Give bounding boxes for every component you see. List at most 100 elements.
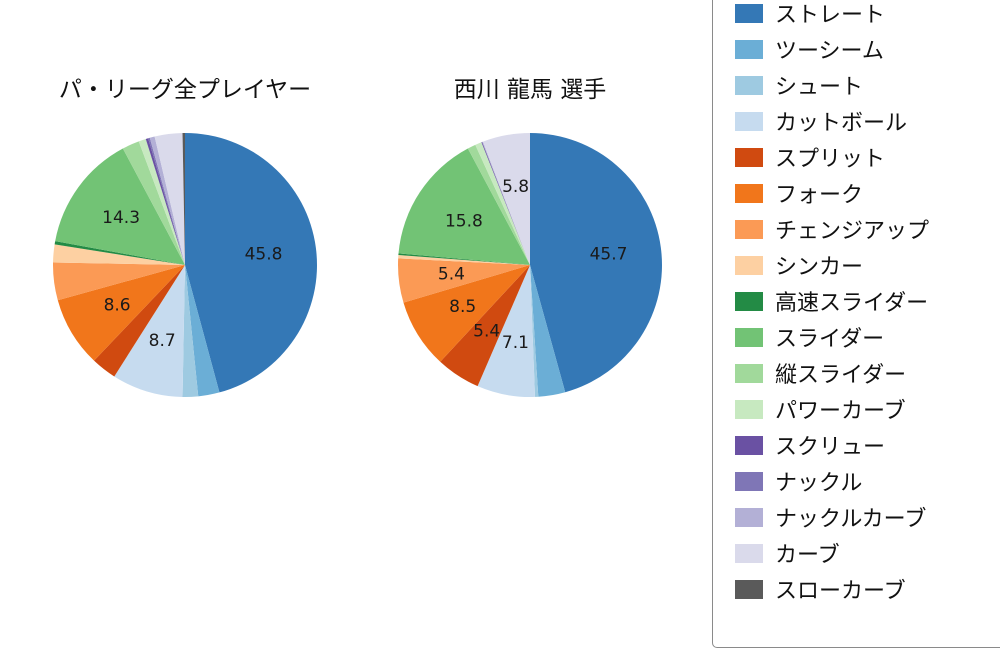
legend-item-label: 高速スライダー — [775, 291, 929, 316]
pie-slice — [440, 265, 530, 387]
legend-item-label: ナックルカーブ — [775, 507, 927, 532]
legend-swatch — [735, 471, 763, 491]
chart-title-right: 西川 龍馬 選手 — [453, 77, 607, 103]
legend-swatch — [735, 399, 763, 419]
legend-item: パワーカーブ — [735, 391, 1000, 427]
legend-item-label: シュート — [775, 75, 864, 100]
pie-slice — [138, 138, 185, 265]
pie-slice — [481, 141, 530, 265]
pie-slice — [57, 265, 185, 361]
legend-item-label: スライダー — [775, 327, 885, 352]
legend-swatch — [735, 39, 763, 59]
legend-item: ツーシーム — [735, 31, 1000, 67]
pie-percent-label: 5.8 — [502, 177, 529, 197]
legend-item-label: スクリュー — [775, 435, 886, 460]
legend-item: ナックルカーブ — [735, 499, 1000, 535]
legend-item-label: ナックル — [775, 471, 863, 496]
legend-item: スプリット — [735, 139, 1000, 175]
pie-chart-left: 45.8 8.7 8.6 14.3 — [52, 132, 317, 398]
legend-item-label: フォーク — [775, 183, 864, 208]
legend-item-label: ストレート — [775, 3, 886, 28]
pie-slice — [182, 132, 185, 265]
pie-percent-label: 8.6 — [104, 296, 131, 316]
pie-slice — [475, 142, 530, 265]
pie-percent-label: 45.8 — [245, 245, 283, 265]
legend-swatch — [735, 183, 763, 203]
legend-item: カットボール — [735, 103, 1000, 139]
legend-swatch — [735, 507, 763, 527]
legend-item-label: スプリット — [775, 147, 886, 172]
legend-swatch — [735, 3, 763, 23]
pie-slice — [530, 133, 662, 393]
legend-swatch — [735, 363, 763, 383]
pie-chart-right: 45.77.15.48.55.415.85.8 — [398, 133, 662, 398]
legend-swatch — [735, 147, 763, 167]
pie-slice — [54, 241, 185, 265]
legend-swatch — [735, 255, 763, 275]
legend-item-label: シンカー — [775, 255, 864, 280]
legend-item-label: チェンジアップ — [775, 219, 930, 244]
pie-slice — [398, 148, 530, 265]
legend-item: 縦スライダー — [735, 355, 1000, 391]
legend-item-label: ツーシーム — [775, 39, 884, 64]
pie-slice — [482, 141, 530, 265]
pie-percent-label: 5.4 — [473, 321, 500, 341]
legend-item: カーブ — [735, 535, 1000, 571]
pie-slice — [185, 265, 220, 397]
legend-item: スクリュー — [735, 427, 1000, 463]
legend-swatch — [735, 291, 763, 311]
legend-item: シュート — [735, 67, 1000, 103]
pie-slice — [94, 265, 185, 377]
pie-slice — [185, 133, 317, 393]
legend-swatch — [735, 327, 763, 347]
legend-list: ストレートツーシームシュートカットボール スプリットフォークチェンジアップ シンカー… — [735, 0, 1000, 607]
legend-swatch — [735, 219, 763, 239]
pie-slice — [122, 141, 185, 265]
pie-slice — [398, 258, 530, 303]
pie-slice — [149, 136, 185, 265]
pie-percent-label: 5.4 — [438, 264, 465, 284]
legend-item: チェンジアップ — [735, 211, 1000, 247]
pie-percent-label: 7.1 — [502, 333, 529, 353]
pie-slice — [55, 148, 185, 265]
pie-slice — [530, 265, 539, 397]
pie-slice — [398, 253, 530, 265]
legend-item-label: スローカーブ — [775, 579, 906, 604]
pie-slice — [52, 262, 185, 301]
legend-item: フォーク — [735, 175, 1000, 211]
legend-item: スローカーブ — [735, 571, 1000, 607]
legend-item: シンカー — [735, 247, 1000, 283]
pie-slice — [477, 265, 535, 398]
legend-swatch — [735, 111, 763, 131]
pie-slice — [114, 265, 185, 397]
chart-title-left: パ・リーグ全プレイヤー — [58, 77, 312, 103]
legend-swatch — [735, 543, 763, 563]
legend-item-label: 縦スライダー — [775, 363, 907, 388]
legend-item: スライダー — [735, 319, 1000, 355]
pie-slice — [403, 265, 530, 362]
legend-item-label: パワーカーブ — [775, 399, 906, 424]
pie-slice — [482, 133, 530, 265]
legend-item: ナックル — [735, 463, 1000, 499]
legend-swatch — [735, 75, 763, 95]
pie-percent-label: 8.7 — [149, 331, 176, 351]
legend-item-label: カットボール — [775, 111, 908, 136]
legend: ストレートツーシームシュートカットボール スプリットフォークチェンジアップ シンカー… — [712, 0, 1000, 648]
pie-percent-label: 15.8 — [445, 211, 483, 231]
pie-slice — [154, 133, 185, 265]
legend-item-label: カーブ — [775, 543, 840, 568]
pie-slice — [53, 244, 185, 265]
legend-swatch — [735, 579, 763, 599]
legend-item: ストレート — [735, 0, 1000, 31]
legend-swatch — [735, 435, 763, 455]
pie-slice — [148, 137, 185, 265]
pie-percent-label: 8.5 — [449, 297, 476, 317]
legend-item: 高速スライダー — [735, 283, 1000, 319]
pie-slice — [145, 138, 185, 265]
pie-percent-label: 45.7 — [590, 244, 628, 264]
pie-percent-label: 14.3 — [102, 208, 140, 228]
pie-slice — [467, 144, 530, 265]
pie-slice — [398, 255, 530, 265]
pie-slice — [182, 265, 199, 398]
pie-slice — [530, 265, 566, 397]
